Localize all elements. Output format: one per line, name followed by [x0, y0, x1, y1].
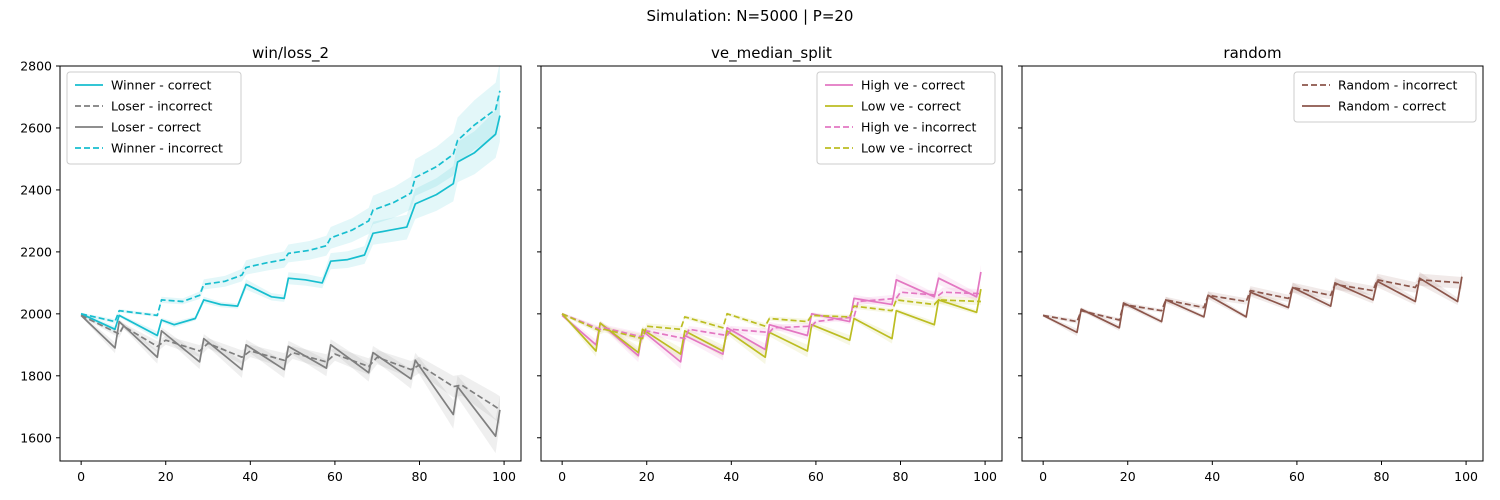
panel-title: random [1223, 44, 1281, 62]
x-tick-label: 20 [639, 469, 655, 484]
legend-label: Low ve - incorrect [861, 141, 972, 156]
y-tick-label: 2600 [20, 120, 52, 135]
legend-label: Low ve - correct [861, 99, 961, 114]
panel-title: ve_median_split [711, 44, 832, 63]
legend-label: Random - correct [1338, 99, 1446, 114]
band-high-ve-correct [562, 264, 981, 370]
axes-frame [1021, 65, 1484, 462]
y-tick-label: 2200 [20, 244, 52, 259]
legend-label: Loser - incorrect [111, 99, 212, 114]
series-line-loser-correct [80, 314, 501, 438]
axes-frame [540, 65, 1003, 462]
band-winner-correct [81, 89, 500, 340]
legend-label: High ve - incorrect [861, 120, 977, 135]
x-tick-label: 80 [893, 469, 909, 484]
x-tick-label: 100 [1454, 469, 1478, 484]
x-tick-label: 60 [327, 469, 343, 484]
band-loser-correct [81, 314, 500, 454]
y-tick-label: 2000 [20, 306, 52, 321]
band-random-incorrect [1043, 273, 1462, 324]
figure-title: Simulation: N=5000 | P=20 [646, 7, 854, 25]
legend-box [816, 71, 996, 165]
series-line-winner-correct [80, 115, 501, 337]
panel-ve-median-split: ve_median_split 0 20 40 60 80 100 High ve - cor… [537, 44, 1003, 484]
legend-box [66, 71, 242, 165]
band-winner-incorrect [81, 66, 500, 324]
legend-box [1293, 71, 1477, 123]
legend-label: Loser - correct [111, 120, 201, 135]
x-tick-label: 40 [242, 469, 258, 484]
panel-title: win/loss_2 [252, 44, 329, 63]
series-line-random-correct [1042, 276, 1463, 334]
axes-frame [59, 65, 522, 462]
band-loser-incorrect [81, 314, 500, 424]
x-tick-label: 100 [973, 469, 997, 484]
legend: Winner - correct Loser - incorrect Loser -… [66, 71, 242, 165]
panel-win-loss: win/loss_2 0 20 40 60 80 100 1600 1800 2000 2200 24… [20, 44, 522, 484]
x-tick-label: 20 [1120, 469, 1136, 484]
x-tick-label: 80 [1374, 469, 1390, 484]
legend-label: High ve - correct [861, 78, 965, 93]
x-tick-label: 0 [1039, 469, 1047, 484]
series-line-low-ve-incorrect [561, 299, 981, 340]
x-tick-label: 80 [412, 469, 428, 484]
y-tick-label: 2800 [20, 59, 52, 74]
x-tick-label: 100 [492, 469, 516, 484]
legend-label: Random - incorrect [1338, 78, 1457, 93]
legend: High ve - correct Low ve - correct High ve… [816, 71, 996, 165]
plot-area [80, 66, 501, 454]
x-tick-label: 0 [558, 469, 566, 484]
x-tick-label: 60 [808, 469, 824, 484]
series-line-high-ve-incorrect [561, 291, 981, 340]
x-tick-label: 0 [77, 469, 85, 484]
series-line-winner-incorrect [80, 90, 501, 323]
legend-label: Winner - incorrect [111, 141, 223, 156]
band-low-ve-correct [562, 283, 981, 365]
plot-area [1042, 270, 1463, 336]
y-tick-label: 1800 [20, 368, 52, 383]
series-line-random-incorrect [1042, 278, 1462, 323]
x-tick-label: 40 [723, 469, 739, 484]
legend-label: Winner - correct [111, 78, 212, 93]
y-tick-label: 1600 [20, 430, 52, 445]
band-random-correct [1043, 270, 1462, 336]
band-low-ve-incorrect [562, 296, 981, 343]
plot-area [561, 264, 982, 370]
x-tick-label: 20 [158, 469, 174, 484]
x-tick-label: 40 [1204, 469, 1220, 484]
y-tick-label: 2400 [20, 182, 52, 197]
x-tick-label: 60 [1289, 469, 1305, 484]
legend: Random - incorrect Random - correct [1293, 71, 1477, 123]
